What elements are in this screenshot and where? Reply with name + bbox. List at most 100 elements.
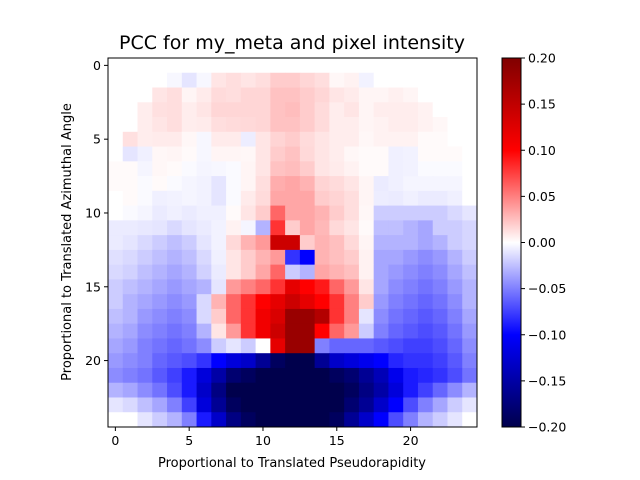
heatmap-cell [167, 102, 183, 118]
heatmap-cell [152, 382, 168, 398]
heatmap-cell [358, 117, 375, 133]
heatmap-cell [462, 220, 478, 236]
heatmap-cell [299, 279, 316, 295]
heatmap-cell [432, 220, 448, 236]
heatmap-cell [373, 279, 389, 295]
heatmap-cell [152, 190, 168, 206]
heatmap-cell [181, 412, 197, 428]
heatmap-cell [270, 397, 286, 413]
heatmap-cell [122, 131, 138, 147]
heatmap-cell [196, 308, 212, 325]
heatmap-cell [417, 249, 434, 266]
heatmap-cell [255, 205, 271, 221]
heatmap-cell [108, 205, 124, 221]
heatmap-cell [358, 294, 375, 310]
heatmap-cell [329, 72, 345, 88]
heatmap-cell [403, 249, 419, 266]
heatmap-cell [122, 249, 138, 266]
heatmap-cell [285, 323, 301, 339]
heatmap-cell [285, 176, 301, 192]
heatmap-cell [226, 72, 242, 88]
heatmap-cell [373, 220, 389, 236]
heatmap-cell [108, 264, 124, 280]
heatmap-cell [226, 235, 242, 251]
colorbar-tick-label: −0.10 [528, 327, 566, 342]
heatmap-cell [299, 323, 316, 339]
heatmap-cell [358, 338, 375, 354]
heatmap-cell [447, 323, 463, 339]
heatmap-cell [417, 176, 434, 192]
heatmap-cell [417, 323, 434, 339]
heatmap-cell [358, 220, 375, 236]
heatmap-cell [270, 146, 286, 162]
heatmap-cell [226, 294, 242, 310]
heatmap-cell [417, 117, 434, 133]
heatmap-cell [137, 190, 153, 206]
heatmap-cell [432, 249, 448, 266]
heatmap-cell [447, 338, 463, 354]
heatmap-cell [432, 176, 448, 192]
heatmap-cell [403, 131, 419, 147]
heatmap-cell [403, 190, 419, 206]
heatmap-cell [417, 412, 434, 428]
colorbar-tick-label: 0.00 [528, 235, 556, 250]
heatmap-cell [447, 249, 463, 266]
heatmap-cell [462, 87, 478, 103]
heatmap-cell [108, 235, 124, 251]
heatmap-cell [167, 412, 183, 428]
heatmap-cell [108, 87, 124, 103]
heatmap-cell [122, 294, 138, 310]
heatmap-cell [285, 190, 301, 206]
heatmap-cell [462, 412, 478, 428]
heatmap-cell [255, 190, 271, 206]
heatmap-cell [181, 294, 197, 310]
heatmap-cell [285, 294, 301, 310]
heatmap-cell [403, 72, 419, 88]
heatmap-cell [108, 367, 124, 384]
heatmap-cell [226, 146, 242, 162]
heatmap-cell [108, 220, 124, 236]
heatmap-cell [255, 367, 271, 384]
heatmap-cell [137, 220, 153, 236]
heatmap-cell [108, 294, 124, 310]
heatmap-cell [462, 235, 478, 251]
heatmap-cell [373, 190, 389, 206]
heatmap-cell [167, 176, 183, 192]
heatmap-cell [181, 190, 197, 206]
heatmap-cell [447, 397, 463, 413]
heatmap-cell [240, 323, 256, 339]
heatmap-cell [329, 176, 345, 192]
heatmap-cell [211, 412, 227, 428]
heatmap-cell [373, 176, 389, 192]
heatmap-cell [432, 205, 448, 221]
heatmap-cell [447, 294, 463, 310]
heatmap-cell [152, 412, 168, 428]
heatmap-cell [211, 161, 227, 177]
heatmap-cell [447, 58, 463, 74]
heatmap-cell [314, 382, 330, 398]
heatmap-cell [181, 205, 197, 221]
heatmap-cell [240, 117, 256, 133]
heatmap-cell [240, 235, 256, 251]
heatmap-cell [211, 176, 227, 192]
heatmap-cell [388, 102, 404, 118]
heatmap-cell [211, 353, 227, 369]
heatmap-cell [255, 117, 271, 133]
heatmap-cell [196, 72, 212, 88]
heatmap-cell [417, 382, 434, 398]
heatmap-cell [329, 235, 345, 251]
heatmap-cell [211, 264, 227, 280]
heatmap-cell [344, 323, 360, 339]
heatmap-cell [299, 131, 316, 147]
heatmap-cell [226, 161, 242, 177]
heatmap-cell [344, 176, 360, 192]
heatmap-cell [270, 249, 286, 266]
x-tick-label: 5 [185, 433, 193, 448]
heatmap-cell [240, 102, 256, 118]
heatmap-cell [462, 323, 478, 339]
y-tick-label: 10 [85, 205, 101, 220]
heatmap-cell [373, 412, 389, 428]
heatmap-cell [196, 264, 212, 280]
heatmap-cell [196, 397, 212, 413]
heatmap-cell [285, 72, 301, 88]
